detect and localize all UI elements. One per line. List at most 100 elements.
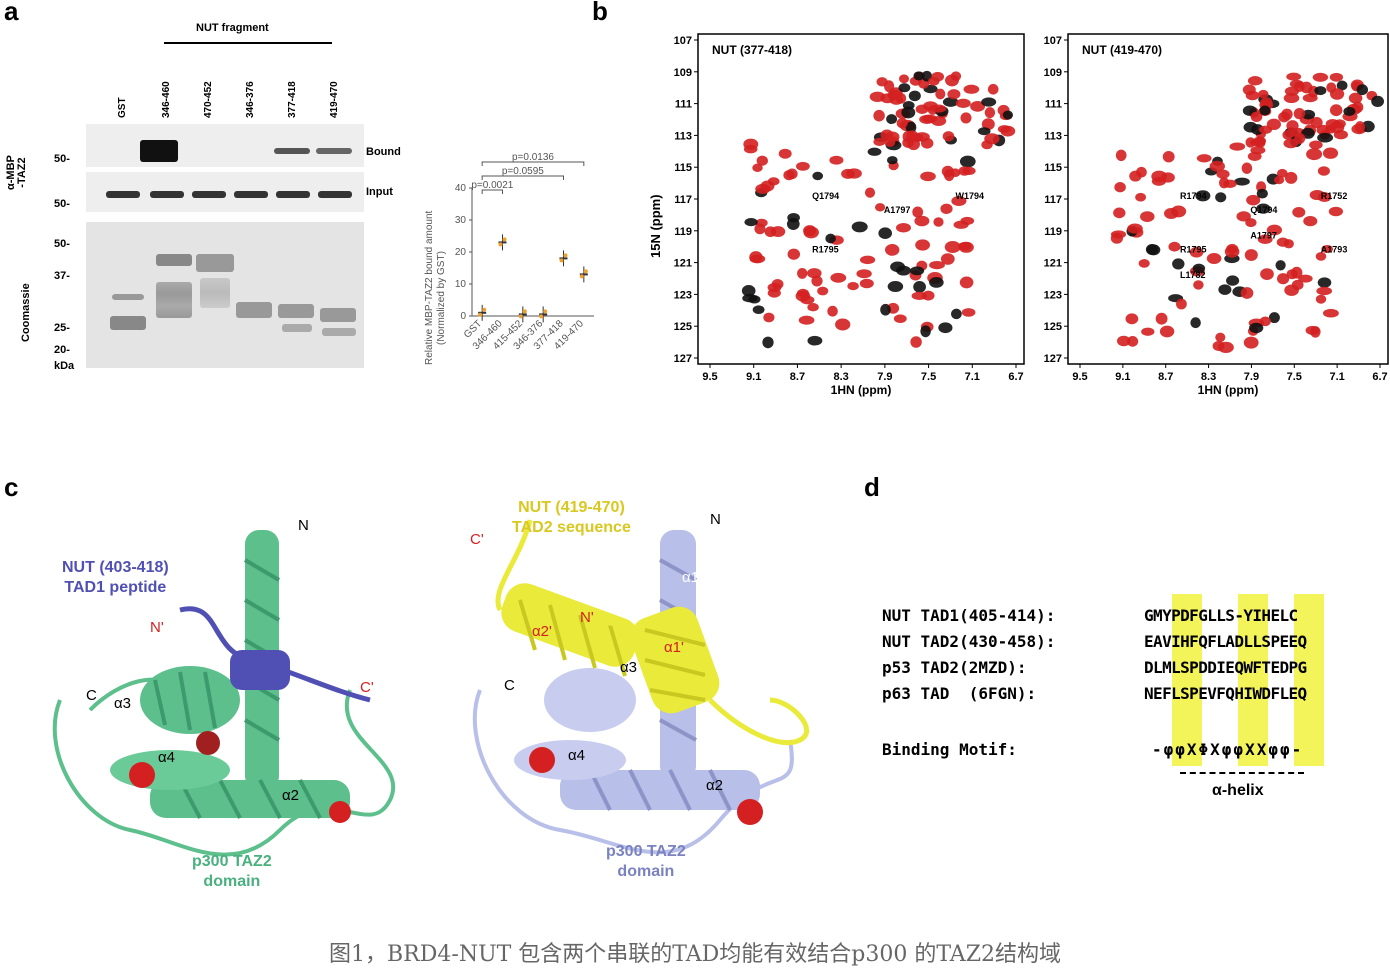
- label-a3: α3: [620, 659, 637, 676]
- y-tick-label: 109: [674, 67, 692, 79]
- label-c: C: [504, 677, 515, 694]
- nmr-peak: [873, 137, 886, 146]
- peak-cloud: [1110, 72, 1385, 354]
- label-c-prime: C': [360, 679, 374, 696]
- nmr-peak: [1192, 263, 1206, 274]
- nmr-peak: [1250, 111, 1263, 123]
- nmr-peak: [1277, 273, 1290, 285]
- nmr-peak: [911, 291, 928, 301]
- nmr-peak: [896, 117, 908, 129]
- x-tick-label: 9.5: [702, 371, 717, 383]
- x-tick-label: 8.7: [790, 371, 805, 383]
- nmr-peak: [1259, 105, 1271, 116]
- label-a1: α1: [682, 569, 699, 586]
- band: [318, 191, 352, 198]
- label-a4: α4: [158, 749, 175, 766]
- nmr-peak: [812, 171, 824, 181]
- zinc-sphere: [737, 799, 763, 825]
- tad2-label-line1: NUT (419-470): [518, 499, 625, 516]
- nmr-peak: [825, 233, 836, 244]
- seq-residues: NEFLSPEVFQHIWDFLEQ: [1144, 684, 1307, 703]
- y-tick-label: 127: [674, 353, 692, 365]
- nmr-peak: [1336, 80, 1348, 91]
- nmr-peak: [1260, 268, 1274, 280]
- nmr-peak: [1322, 308, 1339, 318]
- nmr-peak: [743, 138, 759, 150]
- nmr-peak: [1354, 121, 1366, 134]
- nmr-peak: [1243, 121, 1258, 133]
- nmr-peak: [1283, 93, 1300, 104]
- nmr-peak: [1241, 162, 1253, 174]
- nmr-peak: [817, 286, 829, 296]
- peak-label: R1794: [1180, 191, 1207, 201]
- y-tick-label: 107: [1044, 35, 1062, 47]
- y-tick-label: 20: [455, 247, 467, 258]
- panel-letter-d: d: [864, 472, 880, 502]
- nmr-peak: [1164, 207, 1179, 220]
- nmr-peak: [1242, 84, 1256, 96]
- y-tick-label: 115: [1044, 162, 1062, 174]
- nmr-peak: [1218, 284, 1232, 295]
- nmr-peak: [940, 253, 955, 265]
- nmr-peak: [944, 241, 961, 253]
- nmr-peak: [895, 92, 907, 104]
- panel-letter-a: a: [4, 0, 19, 26]
- helix-a2-prime: [501, 583, 639, 677]
- nmr-peak: [984, 133, 1000, 145]
- peak-label: R1752: [1321, 191, 1348, 201]
- chart-ylabel-2: (Normalized by GST): [436, 251, 447, 345]
- band: [110, 316, 146, 330]
- nmr-peak: [1234, 177, 1250, 186]
- units-label: kDa: [54, 360, 75, 372]
- y-tick-label: 121: [674, 258, 692, 270]
- nmr-peak: [796, 161, 810, 171]
- nmr-peak: [945, 74, 959, 87]
- nmr-peak: [914, 215, 930, 227]
- nmr-peak: [1224, 245, 1240, 258]
- label-c-prime: C': [470, 531, 484, 548]
- helix-a3: [140, 666, 240, 734]
- fragment-bracket: [164, 42, 332, 44]
- label-n: N: [298, 517, 309, 534]
- mw-marker: 50-: [54, 153, 70, 165]
- x-tick-label: 7.5: [921, 371, 936, 383]
- seq-residues: GMYPDFGLLS-YIHELC: [1144, 606, 1298, 625]
- nmr-peak: [1290, 266, 1303, 279]
- peak-label: R1795: [1180, 245, 1207, 255]
- nmr-peak: [1159, 325, 1175, 338]
- label-a1: α1: [282, 583, 299, 600]
- nmr-peak: [859, 255, 876, 265]
- nmr-peak: [1329, 72, 1344, 82]
- structure-tad2: N N' C C' α1 α2 α3 α4 α1' α2': [470, 511, 809, 855]
- mw-marker: 25-: [54, 322, 70, 334]
- y-tick-label: 119: [1044, 226, 1062, 238]
- nmr-peak: [929, 260, 945, 270]
- nmr-peak: [1246, 194, 1261, 206]
- nmr-peak: [890, 261, 906, 273]
- nmr-peak: [1315, 294, 1327, 304]
- x-tick-label: 6.7: [1008, 371, 1023, 383]
- nmr-peak: [874, 203, 886, 212]
- y-tick-label: 0: [460, 311, 466, 322]
- y-tick-label: 111: [1045, 99, 1062, 111]
- nmr-peak: [876, 77, 888, 87]
- motif-highlight: [1172, 594, 1202, 766]
- nmr-peak: [1226, 275, 1240, 286]
- nmr-peak: [1314, 86, 1327, 96]
- nmr-peak: [1309, 140, 1323, 150]
- nmr-peak: [1136, 166, 1147, 178]
- nmr-peak: [744, 217, 758, 227]
- band: [196, 254, 234, 272]
- nmr-peak: [970, 101, 986, 112]
- peak-label: W1794: [956, 191, 985, 201]
- nmr-peak: [880, 303, 891, 316]
- tad1-label-line1: NUT (403-418): [62, 559, 169, 576]
- nmr-peak: [797, 267, 808, 279]
- nmr-peak: [1256, 188, 1268, 199]
- nmr-peak: [1212, 341, 1225, 351]
- nmr-peak: [912, 206, 924, 218]
- nmr-peak: [1298, 274, 1313, 283]
- nmr-peak: [827, 305, 838, 317]
- nmr-peak: [787, 212, 800, 223]
- side-label-taz2: α-MBP -TAZ2: [5, 155, 28, 190]
